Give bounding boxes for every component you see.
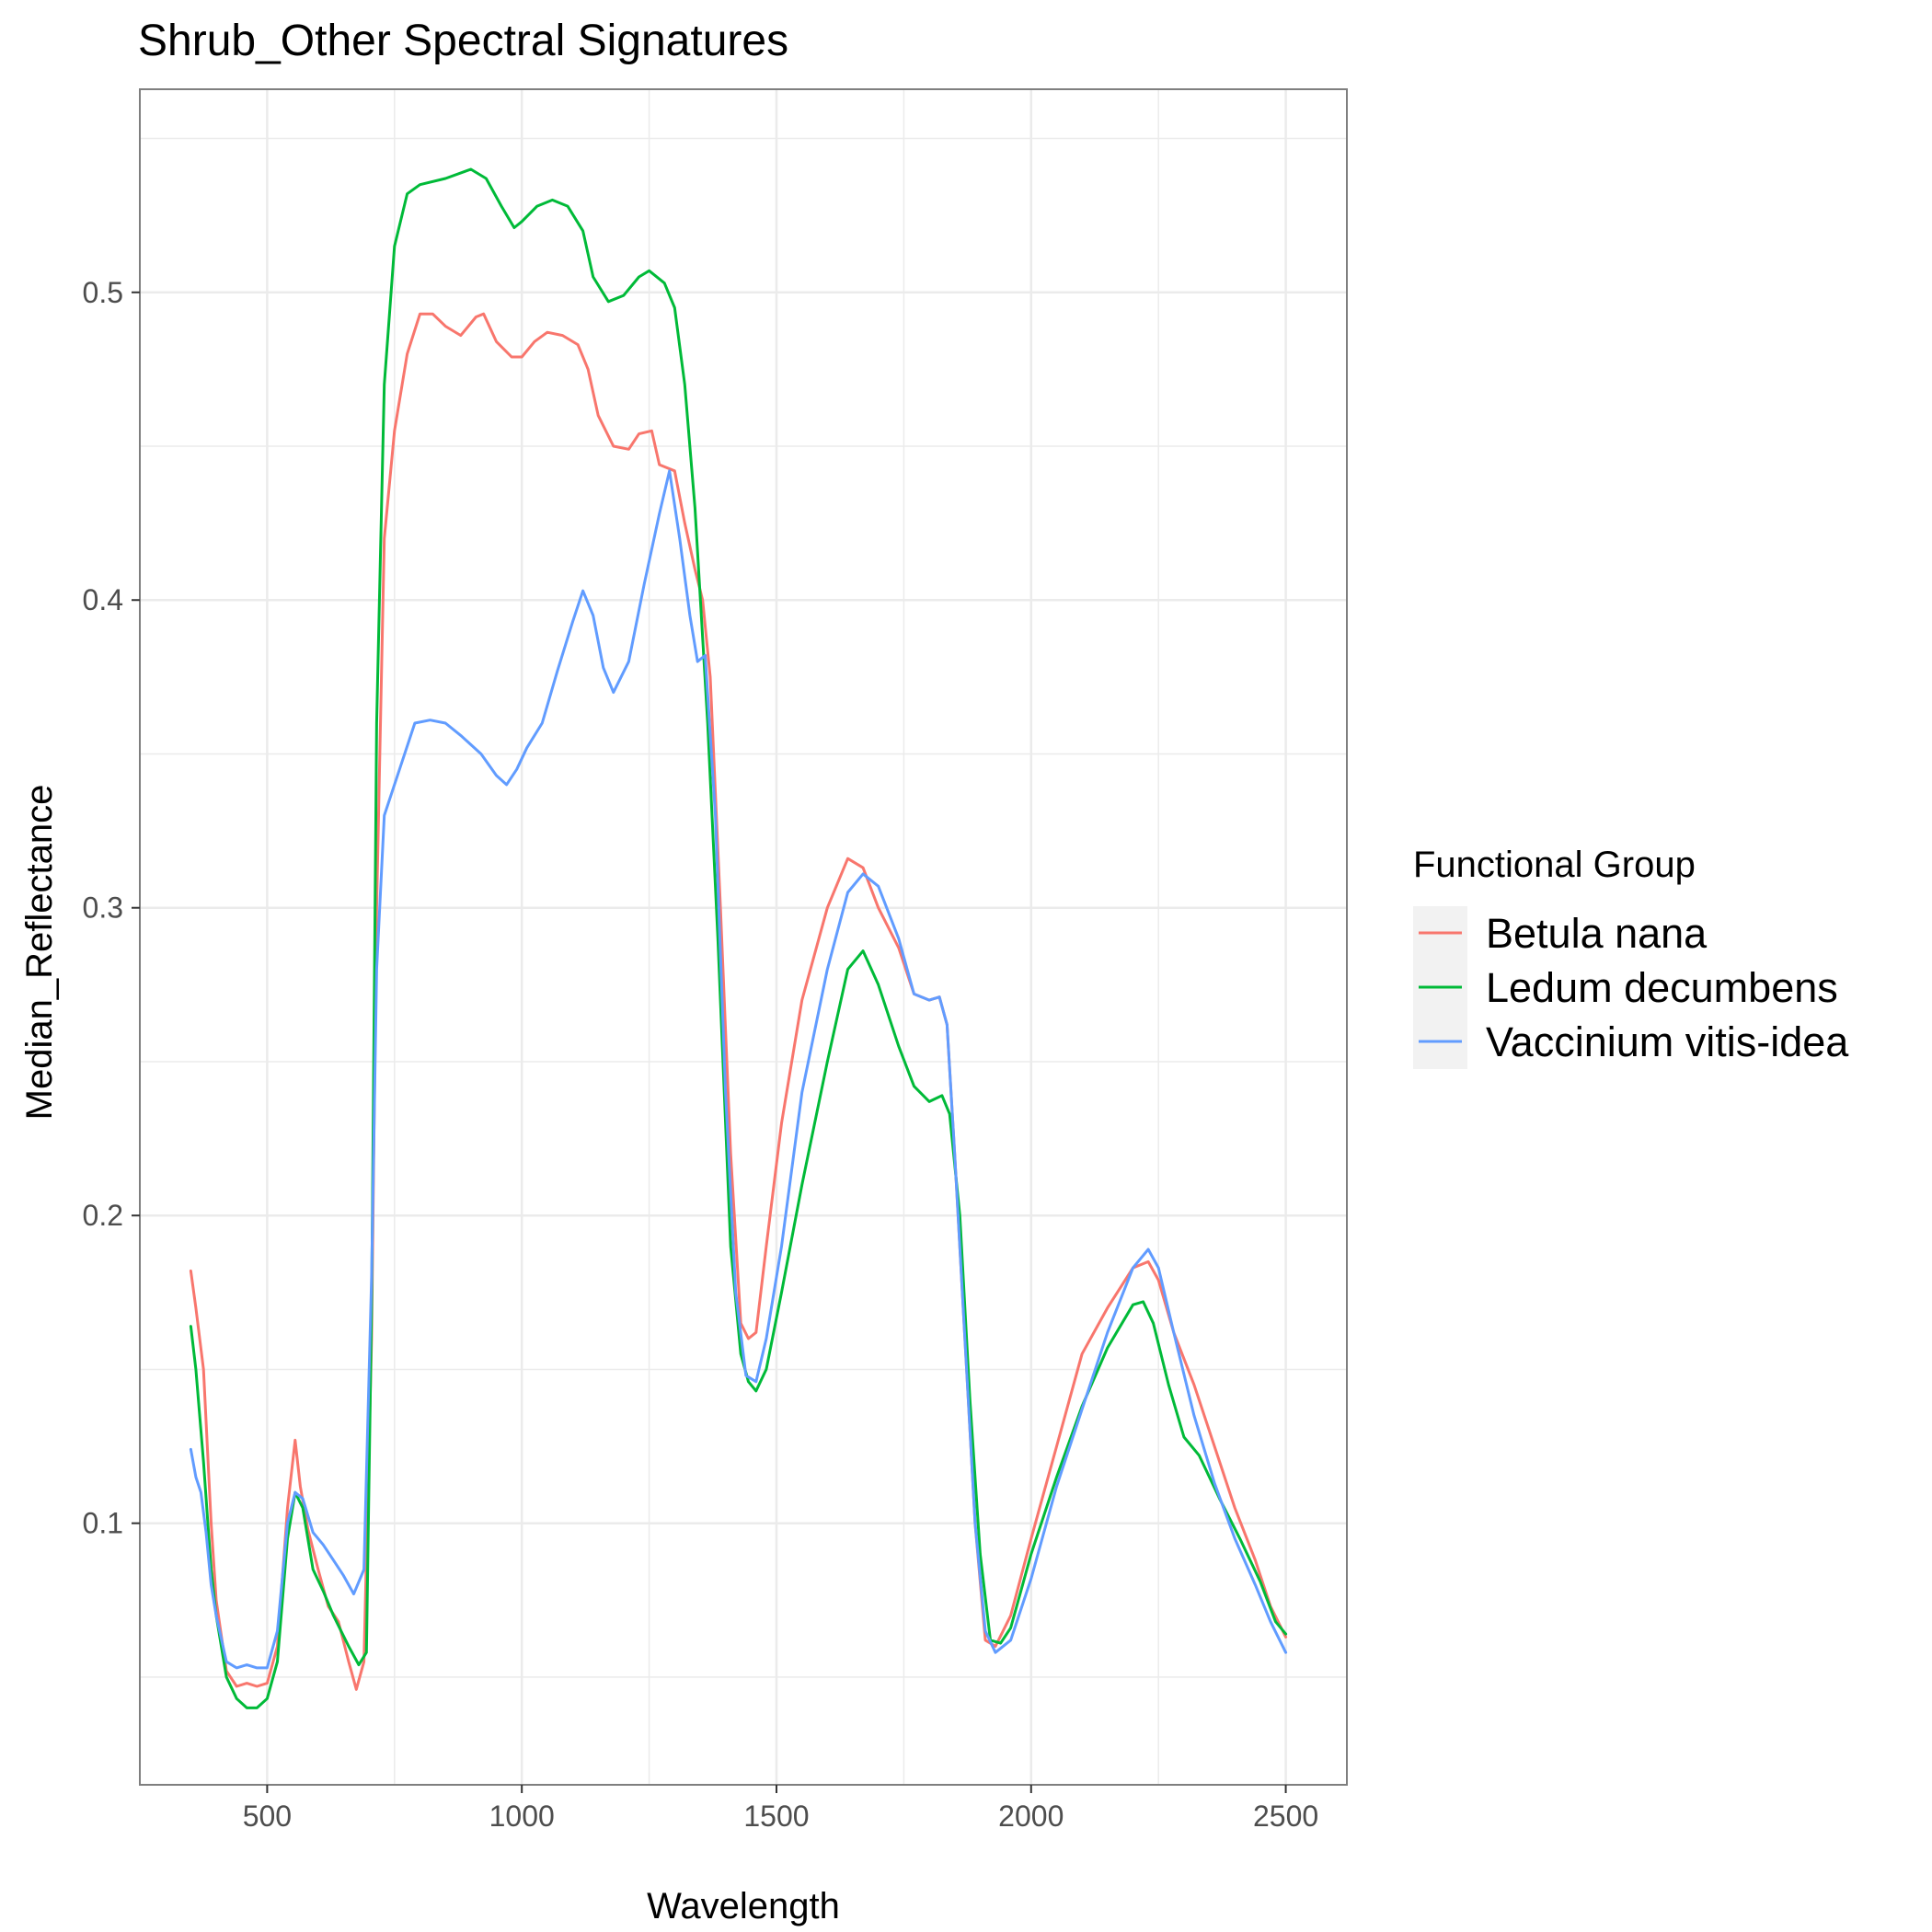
series-line-vaccinium-vitis-idea (189, 469, 1288, 1670)
y-tick-label: 0.5 (83, 276, 123, 309)
y-tick-label: 0.3 (83, 891, 123, 925)
x-tick-label: 500 (243, 1800, 292, 1833)
legend-label-vaccinium-vitis-idea: Vaccinium vitis-idea (1486, 1018, 1849, 1065)
chart-title: Shrub_Other Spectral Signatures (138, 17, 788, 65)
gridlines (139, 89, 1347, 1785)
series-line-betula-nana (189, 312, 1288, 1691)
legend: Functional Group Betula nana Ledum decumb… (1413, 845, 1849, 1069)
x-tick-label: 2500 (1253, 1800, 1318, 1833)
x-axis-title: Wavelength (647, 1886, 840, 1926)
x-tick-label: 1000 (489, 1800, 555, 1833)
legend-items: Betula nana Ledum decumbens Vaccinium viti… (1419, 910, 1849, 1065)
legend-label-ledum-decumbens: Ledum decumbens (1486, 964, 1838, 1011)
plot-border (139, 88, 1348, 1786)
legend-title: Functional Group (1413, 845, 1696, 885)
x-tick-label: 1500 (743, 1800, 809, 1833)
y-axis-title: Median_Reflectance (19, 785, 60, 1121)
axis-ticks: 500 1000 1500 2000 2500 0.1 0.2 0.3 0.4 0.5 (83, 276, 1319, 1833)
series-line-ledum-decumbens (189, 167, 1288, 1709)
series-lines (189, 167, 1288, 1709)
legend-label-betula-nana: Betula nana (1486, 910, 1708, 957)
y-tick-label: 0.4 (83, 583, 123, 616)
y-tick-label: 0.2 (83, 1199, 123, 1232)
y-tick-label: 0.1 (83, 1507, 123, 1540)
x-tick-label: 2000 (998, 1800, 1064, 1833)
